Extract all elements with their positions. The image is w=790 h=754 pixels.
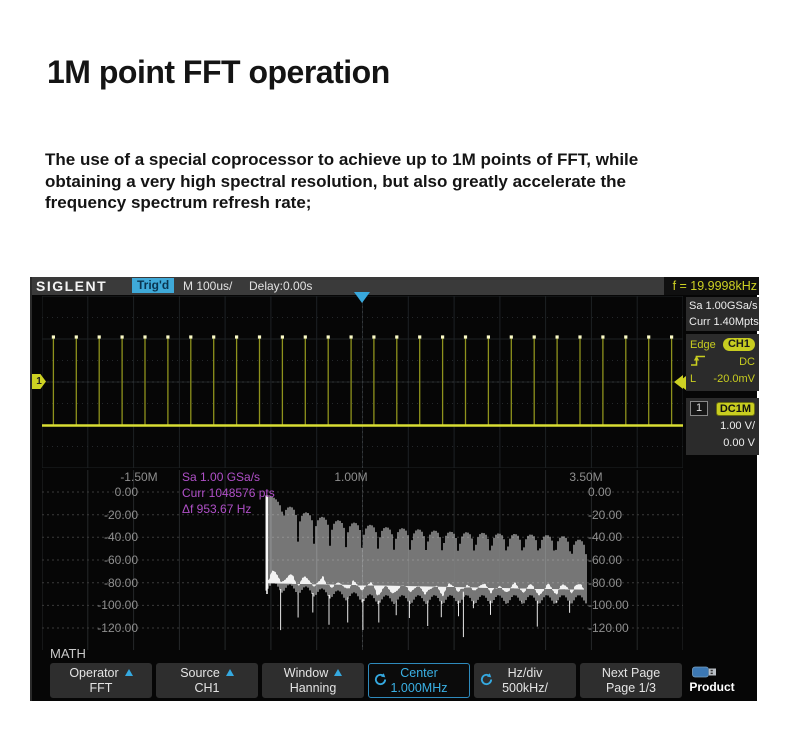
knob-icon — [480, 673, 493, 686]
fft-x-tick-center: 1.00M — [334, 470, 368, 484]
trigger-level-label: L — [690, 372, 697, 385]
scope-top-bar: SIGLENT Trig'd M 100us/ Delay:0.00s — [32, 277, 664, 295]
fft-db-tick-label: -120.00 — [97, 621, 138, 636]
menu-button-label: Operator — [51, 666, 151, 681]
menu-button-next-page[interactable]: Next Page Page 1/3 — [580, 663, 682, 698]
channel1-level-marker-icon: 1 — [32, 374, 46, 389]
fft-db-tick-label: -120.00 — [588, 621, 629, 636]
menu-button-label: Center — [400, 666, 438, 680]
fft-db-tick-label: -100.00 — [97, 598, 138, 613]
rising-edge-icon — [690, 354, 706, 370]
up-arrow-icon — [334, 669, 343, 676]
menu-button-value: 500kHz/ — [502, 680, 548, 695]
memory-depth-readout: Curr 1.40Mpts — [689, 316, 759, 328]
up-arrow-icon — [124, 669, 133, 676]
trigger-source-badge: CH1 — [722, 338, 755, 351]
fft-sample-rate: Sa 1.00 GSa/s — [182, 470, 261, 484]
product-label: Product — [689, 680, 735, 694]
menu-button-center[interactable]: Center 1.000MHz — [368, 663, 470, 698]
fft-db-tick-label: -60.00 — [588, 553, 623, 567]
time-domain-graticule — [41, 295, 684, 469]
fft-db-tick-label: 0.00 — [588, 485, 612, 499]
menu-button-window[interactable]: Window Hanning — [262, 663, 364, 698]
trigger-position-icon — [354, 292, 370, 303]
menu-button-value: Page 1/3 — [605, 680, 657, 695]
menu-button-value: FFT — [89, 680, 113, 695]
delay-readout: Delay:0.00s — [249, 279, 313, 293]
channel-offset: 0.00 V — [723, 436, 755, 449]
fft-db-tick-label: -20.00 — [103, 507, 138, 522]
fft-db-tick-label: -40.00 — [103, 530, 138, 545]
channel-coupling-badge: DC1M — [715, 401, 755, 416]
menu-button-value: 1.000MHz — [390, 680, 448, 695]
trigger-coupling-label: DC — [739, 355, 755, 368]
fft-db-tick-label: -40.00 — [588, 530, 623, 545]
usb-device-icon — [692, 666, 718, 681]
menu-button-value: Hanning — [289, 680, 337, 695]
acquisition-panel: Sa 1.00GSa/s Curr 1.40Mpts — [686, 297, 759, 331]
menu-button-hz-div[interactable]: Hz/div 500kHz/ — [474, 663, 576, 698]
fft-info-overlay: Sa 1.00 GSa/s Curr 1048576 pts Δf 953.67… — [182, 469, 275, 517]
fft-db-scale-right: 0.00 -20.00 -40.00 -60.00 -80.00 -100.00 -120.… — [588, 277, 658, 701]
trigger-type-label: Edge — [690, 338, 716, 351]
menu-button-label: Source — [157, 666, 257, 681]
siglent-logo: SIGLENT — [36, 278, 108, 294]
fft-x-tick-left: -1.50M — [120, 470, 158, 484]
fft-db-tick-label: -80.00 — [103, 575, 138, 590]
timebase-readout: M 100us/ — [183, 279, 233, 293]
sample-rate-readout: Sa 1.00GSa/s — [689, 300, 758, 312]
oscilloscope-screenshot: SIGLENT Trig'd M 100us/ Delay:0.00s f = … — [30, 277, 759, 701]
channel-number-badge: 1 — [690, 401, 709, 416]
trigger-status-badge: Trig'd — [132, 278, 175, 293]
menu-button-label: Hz/div — [507, 666, 543, 680]
channel-panel: 1 DC1M 1.00 V/ 0.00 V — [686, 398, 759, 455]
menu-button-label: Window — [263, 666, 363, 681]
math-label: MATH — [50, 646, 86, 661]
menu-button-value: CH1 — [194, 680, 220, 695]
up-arrow-icon — [225, 669, 234, 676]
fft-db-tick-label: -100.00 — [588, 598, 629, 613]
menu-button-label: Next Page — [601, 666, 661, 680]
fft-x-tick-right: 3.50M — [569, 470, 603, 484]
menu-button-source[interactable]: Source CH1 — [156, 663, 258, 698]
channel-volts-per-div: 1.00 V/ — [720, 419, 755, 432]
fft-delta-f: Δf 953.67 Hz — [182, 502, 252, 516]
page-body-text: The use of a special coprocessor to achi… — [45, 150, 639, 212]
menu-bar: Operator FFT Source CH1 Window Hanning Center 1… — [50, 663, 682, 698]
fft-db-tick-label: -60.00 — [103, 553, 138, 567]
fft-graticule — [41, 468, 684, 652]
trigger-panel: Edge CH1 DC L -20.0mV — [686, 334, 759, 391]
fft-db-scale-left: 0.00 -20.00 -40.00 -60.00 -80.00 -100.00 -120.… — [68, 277, 138, 701]
fft-db-tick-label: -20.00 — [588, 507, 623, 522]
menu-button-operator[interactable]: Operator FFT — [50, 663, 152, 698]
knob-icon — [374, 673, 387, 686]
fft-db-tick-label: -80.00 — [588, 575, 623, 590]
fft-db-tick-label: 0.00 — [114, 485, 138, 499]
fft-points: Curr 1048576 pts — [182, 486, 275, 500]
trigger-level-value: -20.0mV — [713, 372, 755, 385]
page-title: 1M point FFT operation — [47, 54, 390, 90]
frequency-counter-readout: f = 19.9998kHz — [664, 277, 759, 295]
trigger-level-pointer-icon — [677, 376, 686, 390]
